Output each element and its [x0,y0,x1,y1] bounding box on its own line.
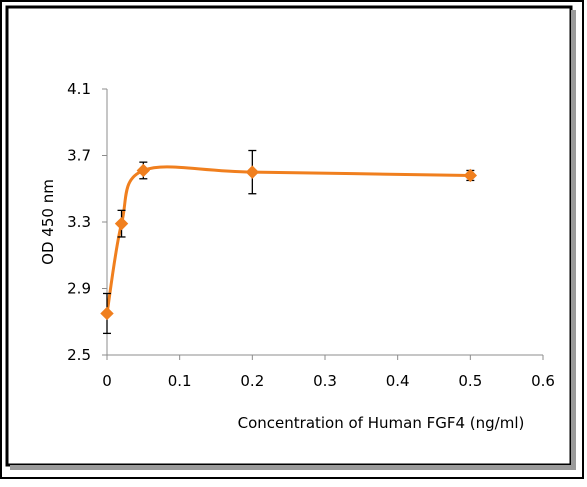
y-tick-label: 3.7 [67,147,91,165]
y-tick-label: 2.9 [67,280,91,298]
data-point [463,168,478,183]
outer-border [0,0,584,479]
x-tick-label: 0.6 [531,372,555,390]
y-tick-label: 4.1 [67,80,91,98]
y-axis-title: OD 450 nm [39,179,57,265]
x-tick-label: 0.1 [168,372,192,390]
axis-ticks [102,88,544,360]
x-tick-label: 0.3 [313,372,337,390]
series-layer [100,149,478,335]
tick-labels: 0 0.1 0.2 0.3 0.4 0.5 0.6 2.5 2.9 3.3 3.7 4.1 [67,80,555,390]
series-line [105,165,471,314]
data-point [100,306,114,321]
data-point [245,165,260,179]
x-axis-title: Concentration of Human FGF4 (ng/ml) [238,414,525,432]
x-tick-label: 0.4 [386,372,410,390]
border-shadow-right [571,10,576,468]
x-tick-label: 0 [102,372,112,390]
data-point [136,163,151,178]
x-tick-label: 0.5 [458,372,482,390]
y-tick-label: 3.3 [67,213,91,231]
data-point [114,216,129,231]
x-tick-label: 0.2 [240,372,264,390]
border-shadow-bottom [10,465,576,470]
y-tick-label: 2.5 [67,346,91,364]
